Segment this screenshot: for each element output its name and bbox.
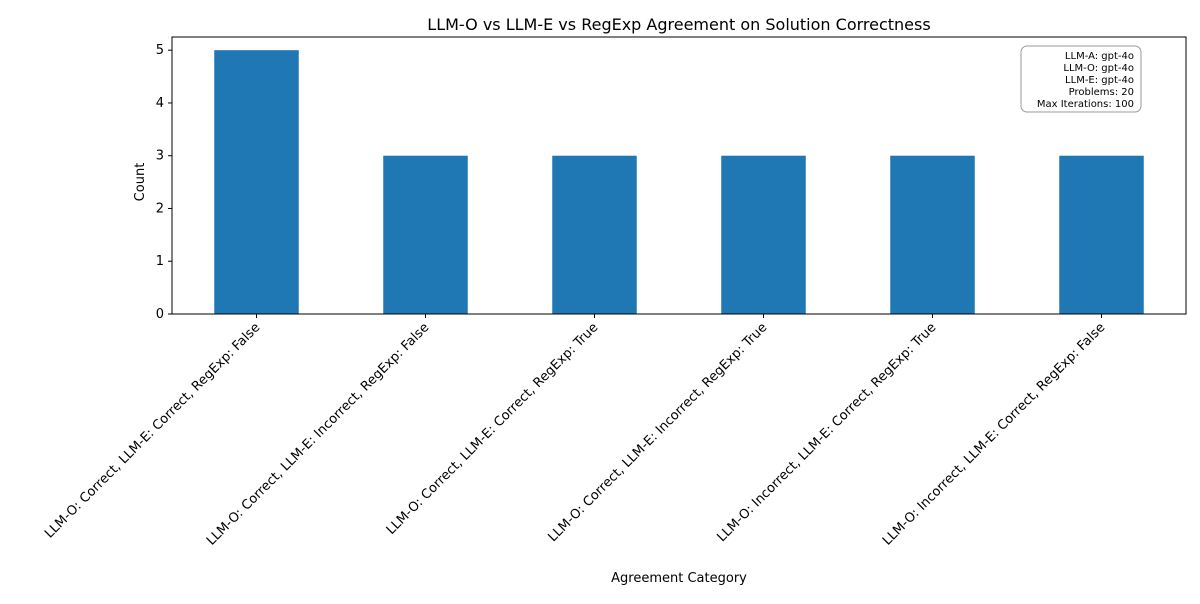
- bar: [1059, 155, 1144, 314]
- y-tick-label: 4: [156, 96, 164, 111]
- y-axis-label: Count: [133, 163, 148, 202]
- bar: [552, 155, 637, 314]
- y-tick-label: 1: [156, 254, 164, 269]
- chart-title: LLM-O vs LLM-E vs RegExp Agreement on So…: [427, 15, 930, 34]
- y-tick-label: 2: [156, 201, 164, 216]
- plot-frame: [171, 36, 1187, 315]
- bar: [383, 155, 468, 314]
- x-tick-label: LLM-O: Correct, LLM-E: Correct, RegExp: …: [384, 320, 602, 538]
- info-line: Max Iterations: 100: [1037, 99, 1134, 110]
- info-box: LLM-A: gpt-4o LLM-O: gpt-4o LLM-E: gpt-4…: [1020, 45, 1142, 113]
- plot-area: 0 1 2 3 4 5 LLM-O: Correct, LLM-E: Correct, Re…: [42, 36, 1187, 549]
- y-tick-label: 5: [156, 43, 164, 58]
- bar: [214, 50, 299, 314]
- info-line: Problems: 20: [1069, 87, 1134, 98]
- info-line: LLM-A: gpt-4o: [1065, 51, 1134, 62]
- info-line: LLM-O: gpt-4o: [1063, 63, 1134, 74]
- info-line: LLM-E: gpt-4o: [1065, 75, 1134, 86]
- y-tick-label: 3: [156, 149, 164, 164]
- x-tick-label: LLM-O: Correct, LLM-E: Correct, RegExp: …: [42, 320, 263, 541]
- y-tick-label: 0: [156, 307, 164, 322]
- bar: [721, 155, 806, 314]
- info-box-frame: [1020, 45, 1142, 113]
- bar: [890, 155, 975, 314]
- x-axis-label: Agreement Category: [611, 571, 747, 586]
